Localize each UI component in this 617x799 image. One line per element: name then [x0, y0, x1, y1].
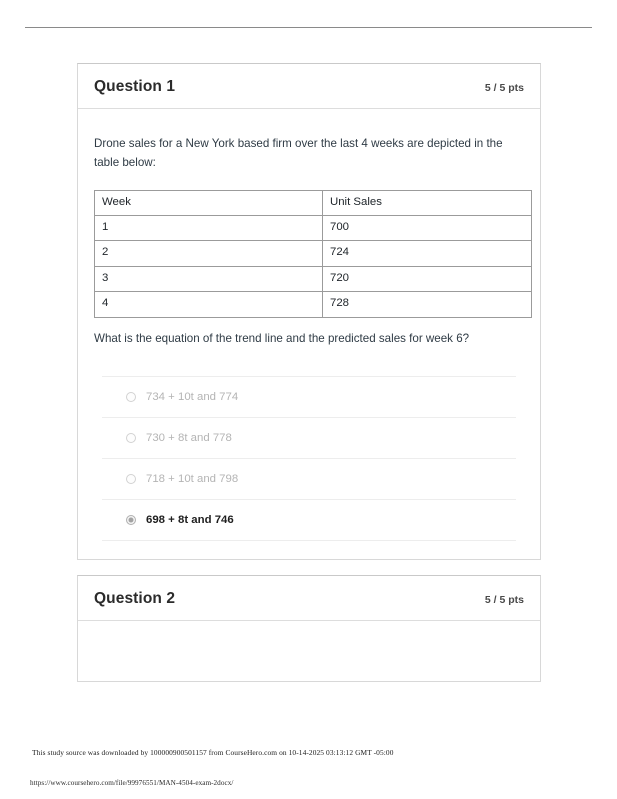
question-2-points-badge: 5 / 5 pts	[484, 594, 524, 607]
page-top-divider	[25, 27, 592, 28]
table-cell-unit-sales: 728	[322, 291, 532, 318]
radio-button-icon[interactable]	[126, 474, 136, 485]
table-row: 2 724	[94, 240, 532, 267]
table-row: 1 700	[94, 214, 532, 242]
question-2-header: Question 2 5 / 5 pts	[78, 576, 540, 622]
question-1-intro-text: Drone sales for a New York based firm ov…	[94, 137, 503, 169]
table-cell-week: 4	[94, 291, 323, 318]
table-cell-unit-sales: 720	[322, 265, 532, 293]
question-card-2: Question 2 5 / 5 pts	[77, 575, 541, 683]
table-row: 3 720	[94, 265, 532, 293]
question-1-prompt-text: What is the equation of the trend line a…	[94, 331, 470, 345]
question-1-points-badge: 5 / 5 pts	[484, 82, 524, 94]
question-1-answer-list: 734 + 10t and 774 730 + 8t and 778 718 +…	[94, 376, 524, 542]
answer-option-4-label: 698 + 8t and 746	[146, 513, 234, 526]
quiz-content: Question 1 5 / 5 pts Drone sales for a N…	[77, 63, 541, 683]
table-cell-week: 1	[94, 214, 323, 242]
question-card-1: Question 1 5 / 5 pts Drone sales for a N…	[77, 63, 541, 561]
question-2-title: Question 2	[94, 590, 176, 608]
answer-option-1-label: 734 + 10t and 774	[146, 390, 239, 403]
answer-option-1[interactable]: 734 + 10t and 774	[102, 376, 516, 417]
answer-option-3-label: 718 + 10t and 798	[146, 472, 239, 485]
answer-option-2-label: 730 + 8t and 778	[146, 431, 232, 444]
drone-sales-table: Week Unit Sales 1 700 2 724	[94, 189, 532, 318]
radio-button-icon[interactable]	[126, 392, 136, 403]
source-url: https://www.coursehero.com/file/99976551…	[30, 779, 234, 787]
radio-button-selected-icon[interactable]	[126, 515, 136, 526]
question-1-title: Question 1	[94, 78, 176, 95]
table-header-row: Week Unit Sales	[94, 189, 532, 216]
answer-option-4[interactable]: 698 + 8t and 746	[102, 499, 516, 542]
answer-option-3[interactable]: 718 + 10t and 798	[102, 458, 516, 499]
table-row: 4 728	[94, 291, 532, 318]
table-cell-unit-sales: 724	[322, 240, 532, 267]
table-header-unit-sales: Unit Sales	[322, 189, 532, 216]
table-cell-week: 3	[94, 265, 323, 293]
table-cell-week: 2	[94, 240, 323, 267]
table-cell-unit-sales: 700	[322, 214, 532, 242]
question-1-body: Drone sales for a New York based firm ov…	[78, 109, 540, 559]
question-2-body	[78, 621, 540, 681]
answer-option-2[interactable]: 730 + 8t and 778	[102, 417, 516, 458]
table-header-week: Week	[94, 189, 323, 216]
question-1-header: Question 1 5 / 5 pts	[78, 64, 540, 109]
radio-button-icon[interactable]	[126, 433, 136, 444]
download-source-note: This study source was downloaded by 1000…	[32, 748, 394, 757]
